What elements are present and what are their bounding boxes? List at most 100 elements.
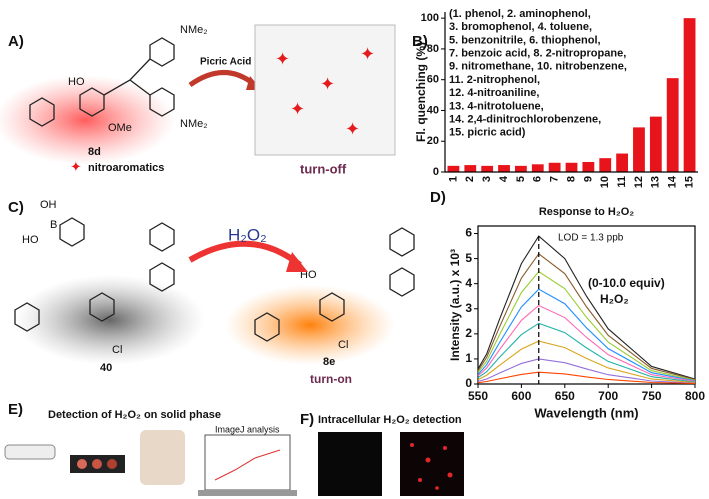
annotation: 7. benzoic acid, 8. 2-nitropropane,: [449, 48, 626, 60]
annotation: 9. nitromethane, 10. nitrobenzene,: [449, 61, 627, 73]
annotation: 12. 4-nitroaniline,: [449, 87, 539, 99]
ring: [319, 292, 345, 322]
arrow: [188, 70, 257, 88]
glow: [225, 285, 395, 365]
spectrum-line: [477, 253, 696, 381]
hand: [140, 430, 185, 485]
x-tick-label: 800: [685, 389, 705, 403]
y-axis-label: Fl. quenching (%): [414, 42, 428, 142]
annotation: 11. 2-nitrophenol,: [449, 74, 540, 86]
compound-label: 8d: [88, 146, 101, 158]
x-tick-label: 7: [549, 176, 561, 182]
panel-title: Intracellular H₂O₂ detection: [318, 414, 462, 426]
star-icon: ✦: [70, 159, 82, 175]
spectrum-line: [477, 270, 696, 381]
spectrum-line: [477, 371, 696, 385]
star-icon: ✦: [360, 44, 375, 64]
bar: [548, 162, 561, 172]
y-tick-label: 100: [421, 12, 439, 24]
spot: [410, 443, 414, 447]
panel-label: E): [8, 401, 23, 418]
spectrum-line: [477, 235, 696, 380]
panel-label: D): [430, 189, 446, 206]
group-label: Cl: [338, 339, 348, 351]
spectrum-line: [477, 358, 696, 384]
glow: [0, 75, 175, 165]
spot: [447, 472, 453, 478]
panel-c: C) HO OH B Cl Cl HO 40 H₂O₂ 8e turn-on: [8, 199, 415, 386]
reagent-label: Picric Acid: [200, 57, 251, 68]
group-label: B: [50, 219, 57, 231]
y-tick-label: 0: [465, 376, 472, 390]
x-tick-label: 5: [515, 176, 527, 182]
star-icon: ✦: [290, 99, 305, 119]
spot: [92, 459, 102, 469]
ring: [149, 37, 175, 67]
group-label: OH: [40, 199, 57, 211]
x-tick-label: 1: [447, 176, 459, 182]
chart-title: Response to H₂O₂: [539, 206, 634, 218]
group-label: HO: [68, 76, 85, 88]
spectrum-line: [477, 340, 696, 384]
annotation: 3. bromophenol, 4. toluene,: [449, 21, 592, 33]
bar: [447, 165, 460, 172]
bar: [531, 164, 544, 172]
bar: [481, 165, 494, 172]
x-tick-label: 8: [565, 176, 577, 182]
x-tick-label: 15: [683, 176, 695, 188]
panel-f: F) Intracellular H₂O₂ detection: [300, 411, 464, 496]
ring: [149, 222, 175, 252]
group-label: HO: [22, 234, 39, 246]
panel-e: E) Detection of H₂O₂ on solid phase Imag…: [4, 401, 297, 496]
y-tick-label: 80: [427, 43, 439, 55]
x-tick-label: 750: [642, 389, 662, 403]
bar: [599, 158, 612, 172]
x-tick-label: 10: [599, 176, 611, 188]
x-tick-label: 9: [582, 176, 594, 182]
ring: [149, 87, 175, 117]
spot: [107, 459, 117, 469]
star-icon: ✦: [345, 119, 360, 139]
annotation: (0-10.0 equiv): [588, 276, 665, 290]
bar: [582, 162, 595, 172]
group-label: NMe₂: [180, 24, 208, 36]
y-tick-label: 0: [433, 166, 439, 178]
bar: [464, 165, 477, 172]
group-label: Cl: [112, 344, 122, 356]
x-tick-label: 700: [598, 389, 618, 403]
x-tick-label: 12: [633, 176, 645, 188]
y-tick-label: 5: [465, 251, 472, 265]
software-label: ImageJ analysis: [215, 424, 280, 434]
glow: [15, 275, 205, 365]
ring: [14, 302, 40, 332]
star-group: ✦ ✦ ✦ ✦ ✦: [275, 44, 375, 139]
annotation: 13. 4-nitrotoluene,: [449, 100, 544, 112]
x-axis-label: Wavelength (nm): [534, 405, 638, 420]
spot: [418, 478, 422, 482]
arrow: [188, 240, 302, 268]
spectrum-line: [477, 304, 696, 382]
y-tick-label: 4: [465, 276, 472, 290]
bar: [633, 127, 645, 172]
y-axis-label: Intensity (a.u.) x 10³: [448, 249, 462, 361]
strip: [4, 444, 56, 460]
ring: [254, 312, 280, 342]
x-tick-label: 3: [481, 176, 493, 182]
ring: [29, 97, 55, 127]
ring: [389, 227, 415, 257]
x-tick-label: 2: [464, 176, 476, 182]
annotation: (1. phenol, 2. aminophenol,: [449, 8, 591, 20]
trend-sketch: [214, 449, 281, 481]
spot: [443, 446, 447, 450]
bar: [565, 162, 578, 172]
spot: [435, 486, 439, 490]
x-tick-label: 650: [555, 389, 575, 403]
compound-label: 8e: [323, 356, 335, 368]
spectrum-line: [477, 288, 696, 382]
result-label: turn-off: [300, 161, 347, 176]
laptop-screen: [204, 434, 291, 491]
bar: [498, 165, 510, 172]
spectrum-line: [477, 322, 696, 383]
